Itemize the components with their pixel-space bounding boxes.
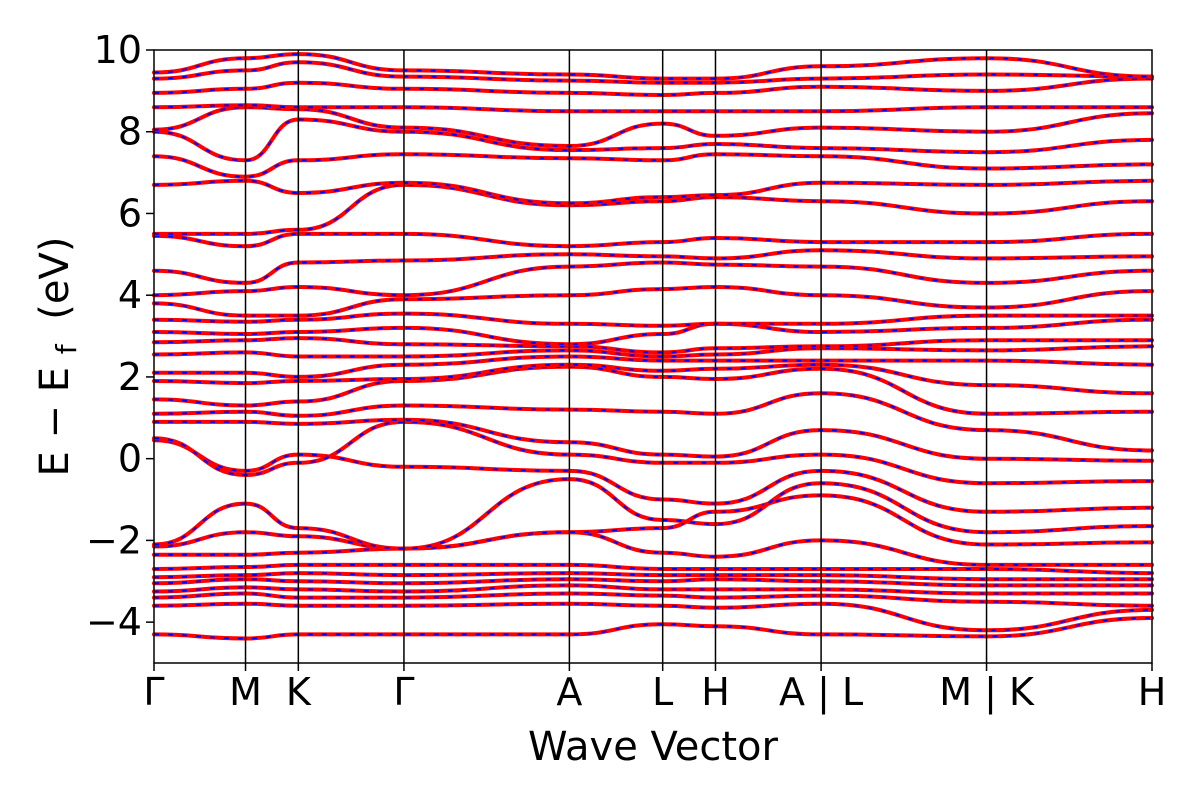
y-axis-label-unit: (eV)	[32, 237, 78, 320]
band-line-dash-21	[153, 285, 1153, 317]
x-tick-label: Γ	[143, 670, 164, 714]
x-tick-label: K	[286, 670, 312, 714]
x-tick-label: M | K	[939, 670, 1035, 715]
x-tick-label: H	[1138, 670, 1167, 714]
y-tick-label: 2	[118, 355, 142, 399]
band-line-dash-32	[153, 61, 1153, 84]
y-tick-label: 6	[118, 191, 142, 235]
y-tick-label: 4	[118, 273, 142, 317]
band-line-dash-3	[153, 584, 1152, 595]
band-line-23	[152, 248, 1154, 285]
x-axis-label: Wave Vector	[528, 724, 779, 770]
band-line-5	[152, 571, 1154, 582]
band-line-dash-14	[153, 365, 1153, 415]
band-line-dash-0	[153, 617, 1153, 640]
band-line-dash-31	[153, 77, 1153, 97]
y-tick-label: 10	[94, 28, 142, 72]
y-tick-label: −2	[86, 518, 142, 562]
band-line-dash-12	[154, 418, 1153, 462]
band-line-dash-6	[153, 563, 1153, 575]
x-tick-label: A | L	[779, 670, 863, 715]
x-tick-label: L	[652, 670, 673, 714]
x-tick-label: H	[701, 670, 730, 714]
y-tick-label: −4	[86, 600, 142, 644]
band-line-dash-29	[153, 106, 1153, 148]
band-line-dash-27	[153, 153, 1153, 178]
y-axis-ticks: −4 −2 0 2 4 6 8 10	[86, 28, 154, 644]
band-line-dash-33	[153, 53, 1153, 80]
band-line-24	[152, 231, 1154, 249]
band-line-10	[152, 438, 1154, 514]
band-line-dash-5	[153, 572, 1152, 581]
band-line-dash-10	[153, 439, 1153, 513]
band-line-21	[152, 284, 1154, 318]
y-axis-label-main: E − E	[32, 367, 78, 477]
band-line-dash-7	[154, 531, 1152, 566]
band-line-dash-13	[153, 392, 1153, 452]
band-line-dash-19	[153, 318, 1153, 346]
y-tick-label: 0	[118, 437, 142, 481]
y-axis-label-subscript: f	[50, 343, 83, 354]
plot-frame	[153, 49, 1153, 664]
x-tick-label: Γ	[393, 670, 414, 714]
band-line-dash-2	[153, 592, 1153, 607]
band-line-14	[152, 364, 1154, 416]
band-line-dash-20	[153, 312, 1152, 327]
band-line-dash-1	[153, 602, 1153, 632]
band-line-dash-22	[153, 261, 1153, 297]
band-line-17	[152, 344, 1154, 359]
y-axis-label: E − E f (eV)	[32, 237, 83, 477]
band-line-30	[152, 103, 1154, 114]
band-line-dash-26	[153, 179, 1153, 205]
band-line-9	[152, 477, 1154, 551]
band-line-16	[152, 354, 1154, 379]
band-line-dash-18	[153, 337, 1152, 354]
band-line-dash-15	[153, 363, 1153, 395]
x-tick-label: A	[556, 670, 582, 714]
band-line-8	[152, 493, 1154, 551]
band-line-15	[152, 362, 1154, 396]
band-line-dash-23	[153, 249, 1153, 284]
band-line-dash-28	[153, 118, 1153, 162]
band-line-dash-4	[153, 578, 1152, 587]
band-lines	[152, 52, 1154, 641]
band-line-25	[152, 182, 1154, 236]
x-tick-label: M	[229, 670, 262, 714]
band-line-dash-11	[153, 420, 1153, 485]
y-tick-label: 8	[118, 110, 142, 154]
band-line-dash-24	[153, 232, 1153, 248]
kpath-vertical-lines	[244, 50, 988, 663]
band-line-dash-8	[153, 494, 1153, 550]
band-line-27	[152, 152, 1154, 179]
